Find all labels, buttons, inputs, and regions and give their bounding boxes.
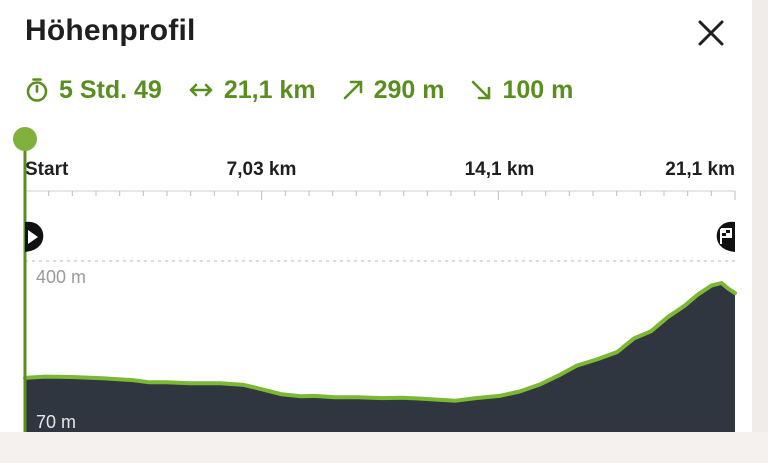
ascent-icon	[342, 79, 364, 101]
tour-stats: 5 Std. 49 21,1 km 290 m 100 m	[25, 74, 599, 106]
close-button[interactable]	[692, 14, 730, 52]
start-marker-arrow	[28, 230, 38, 244]
background-footer	[0, 432, 768, 463]
elevation-area	[25, 283, 735, 432]
play-icon	[25, 221, 44, 252]
finish-marker-check	[721, 229, 726, 233]
y-tick-label: 400 m	[36, 267, 86, 287]
panel-title: Höhenprofil	[25, 14, 196, 47]
x-tick-label: Start	[25, 159, 69, 180]
distance-value: 21,1 km	[223, 75, 316, 104]
finish-marker-check	[726, 233, 731, 237]
elevation-chart[interactable]: Start 7,03 km 14,1 km 21,1 km 400 m 70 m	[0, 120, 752, 432]
ascent-value: 290 m	[373, 75, 445, 104]
x-tick-label: 21,1 km	[665, 159, 735, 180]
x-tick-label: 7,03 km	[227, 159, 297, 180]
finish-flag-icon	[716, 221, 735, 252]
position-marker-knob	[13, 127, 37, 151]
descent-stat: 100 m	[470, 76, 573, 105]
descent-icon	[470, 79, 492, 101]
background-edge	[752, 0, 768, 463]
elevation-line	[23, 281, 737, 403]
stopwatch-icon	[25, 77, 49, 103]
duration-stat: 5 Std. 49	[25, 76, 162, 105]
distance-stat: 21,1 km	[188, 76, 316, 105]
ascent-stat: 290 m	[342, 75, 445, 105]
close-icon	[698, 20, 724, 46]
descent-value: 100 m	[502, 75, 574, 104]
y-tick-label: 70 m	[36, 412, 76, 432]
x-tick-label: 14,1 km	[465, 159, 535, 180]
distance-icon	[188, 81, 214, 99]
duration-value: 5 Std. 49	[59, 75, 162, 104]
